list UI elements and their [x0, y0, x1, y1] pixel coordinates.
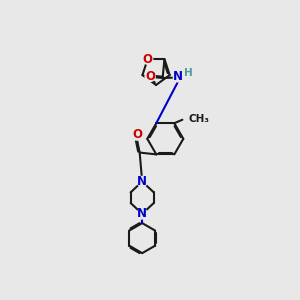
Text: O: O	[142, 52, 153, 66]
Text: N: N	[173, 70, 183, 83]
Text: N: N	[137, 175, 147, 188]
Circle shape	[173, 72, 183, 82]
Text: CH₃: CH₃	[189, 114, 210, 124]
Circle shape	[142, 54, 153, 64]
Circle shape	[137, 176, 147, 187]
Text: O: O	[132, 128, 142, 142]
Text: N: N	[137, 207, 147, 220]
Circle shape	[132, 130, 142, 140]
Text: H: H	[184, 68, 193, 78]
Circle shape	[137, 209, 147, 219]
Circle shape	[145, 71, 155, 82]
Text: O: O	[145, 70, 155, 83]
